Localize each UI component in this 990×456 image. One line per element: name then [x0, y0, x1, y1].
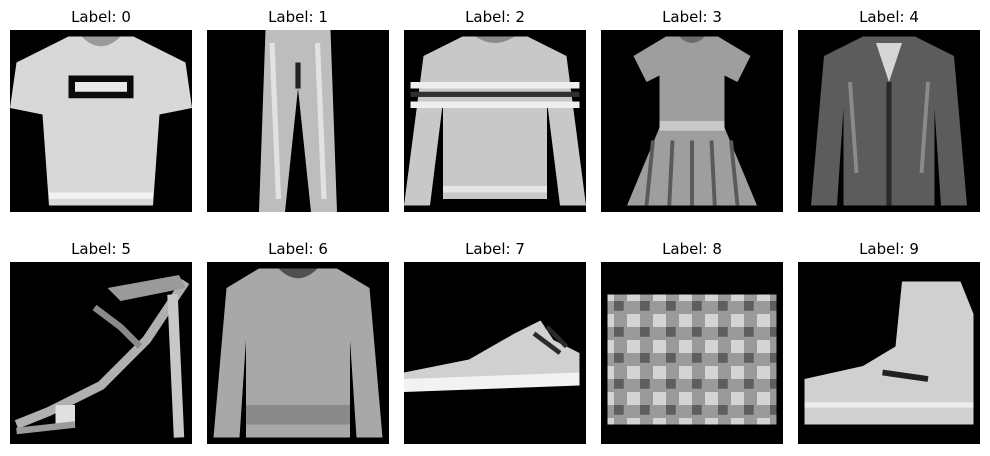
- panel-title: Label: 6: [268, 240, 328, 258]
- sneaker-image: [404, 262, 586, 444]
- pullover-image: [404, 30, 586, 212]
- panel-title: Label: 5: [71, 240, 131, 258]
- bag-image: [601, 262, 783, 444]
- sandal-image: [10, 262, 192, 444]
- panel-title: Label: 7: [465, 240, 525, 258]
- panel-title: Label: 0: [71, 8, 131, 26]
- panel-title: Label: 9: [859, 240, 919, 258]
- ankle-boot-image: [798, 262, 980, 444]
- dress-image: [601, 30, 783, 212]
- panel-title: Label: 4: [859, 8, 919, 26]
- t-shirt-image: [10, 30, 192, 212]
- panel-title: Label: 2: [465, 8, 525, 26]
- panel-title: Label: 1: [268, 8, 328, 26]
- panel-title: Label: 8: [662, 240, 722, 258]
- panel-title: Label: 3: [662, 8, 722, 26]
- shirt-image: [207, 262, 389, 444]
- trouser-image: [207, 30, 389, 212]
- coat-image: [798, 30, 980, 212]
